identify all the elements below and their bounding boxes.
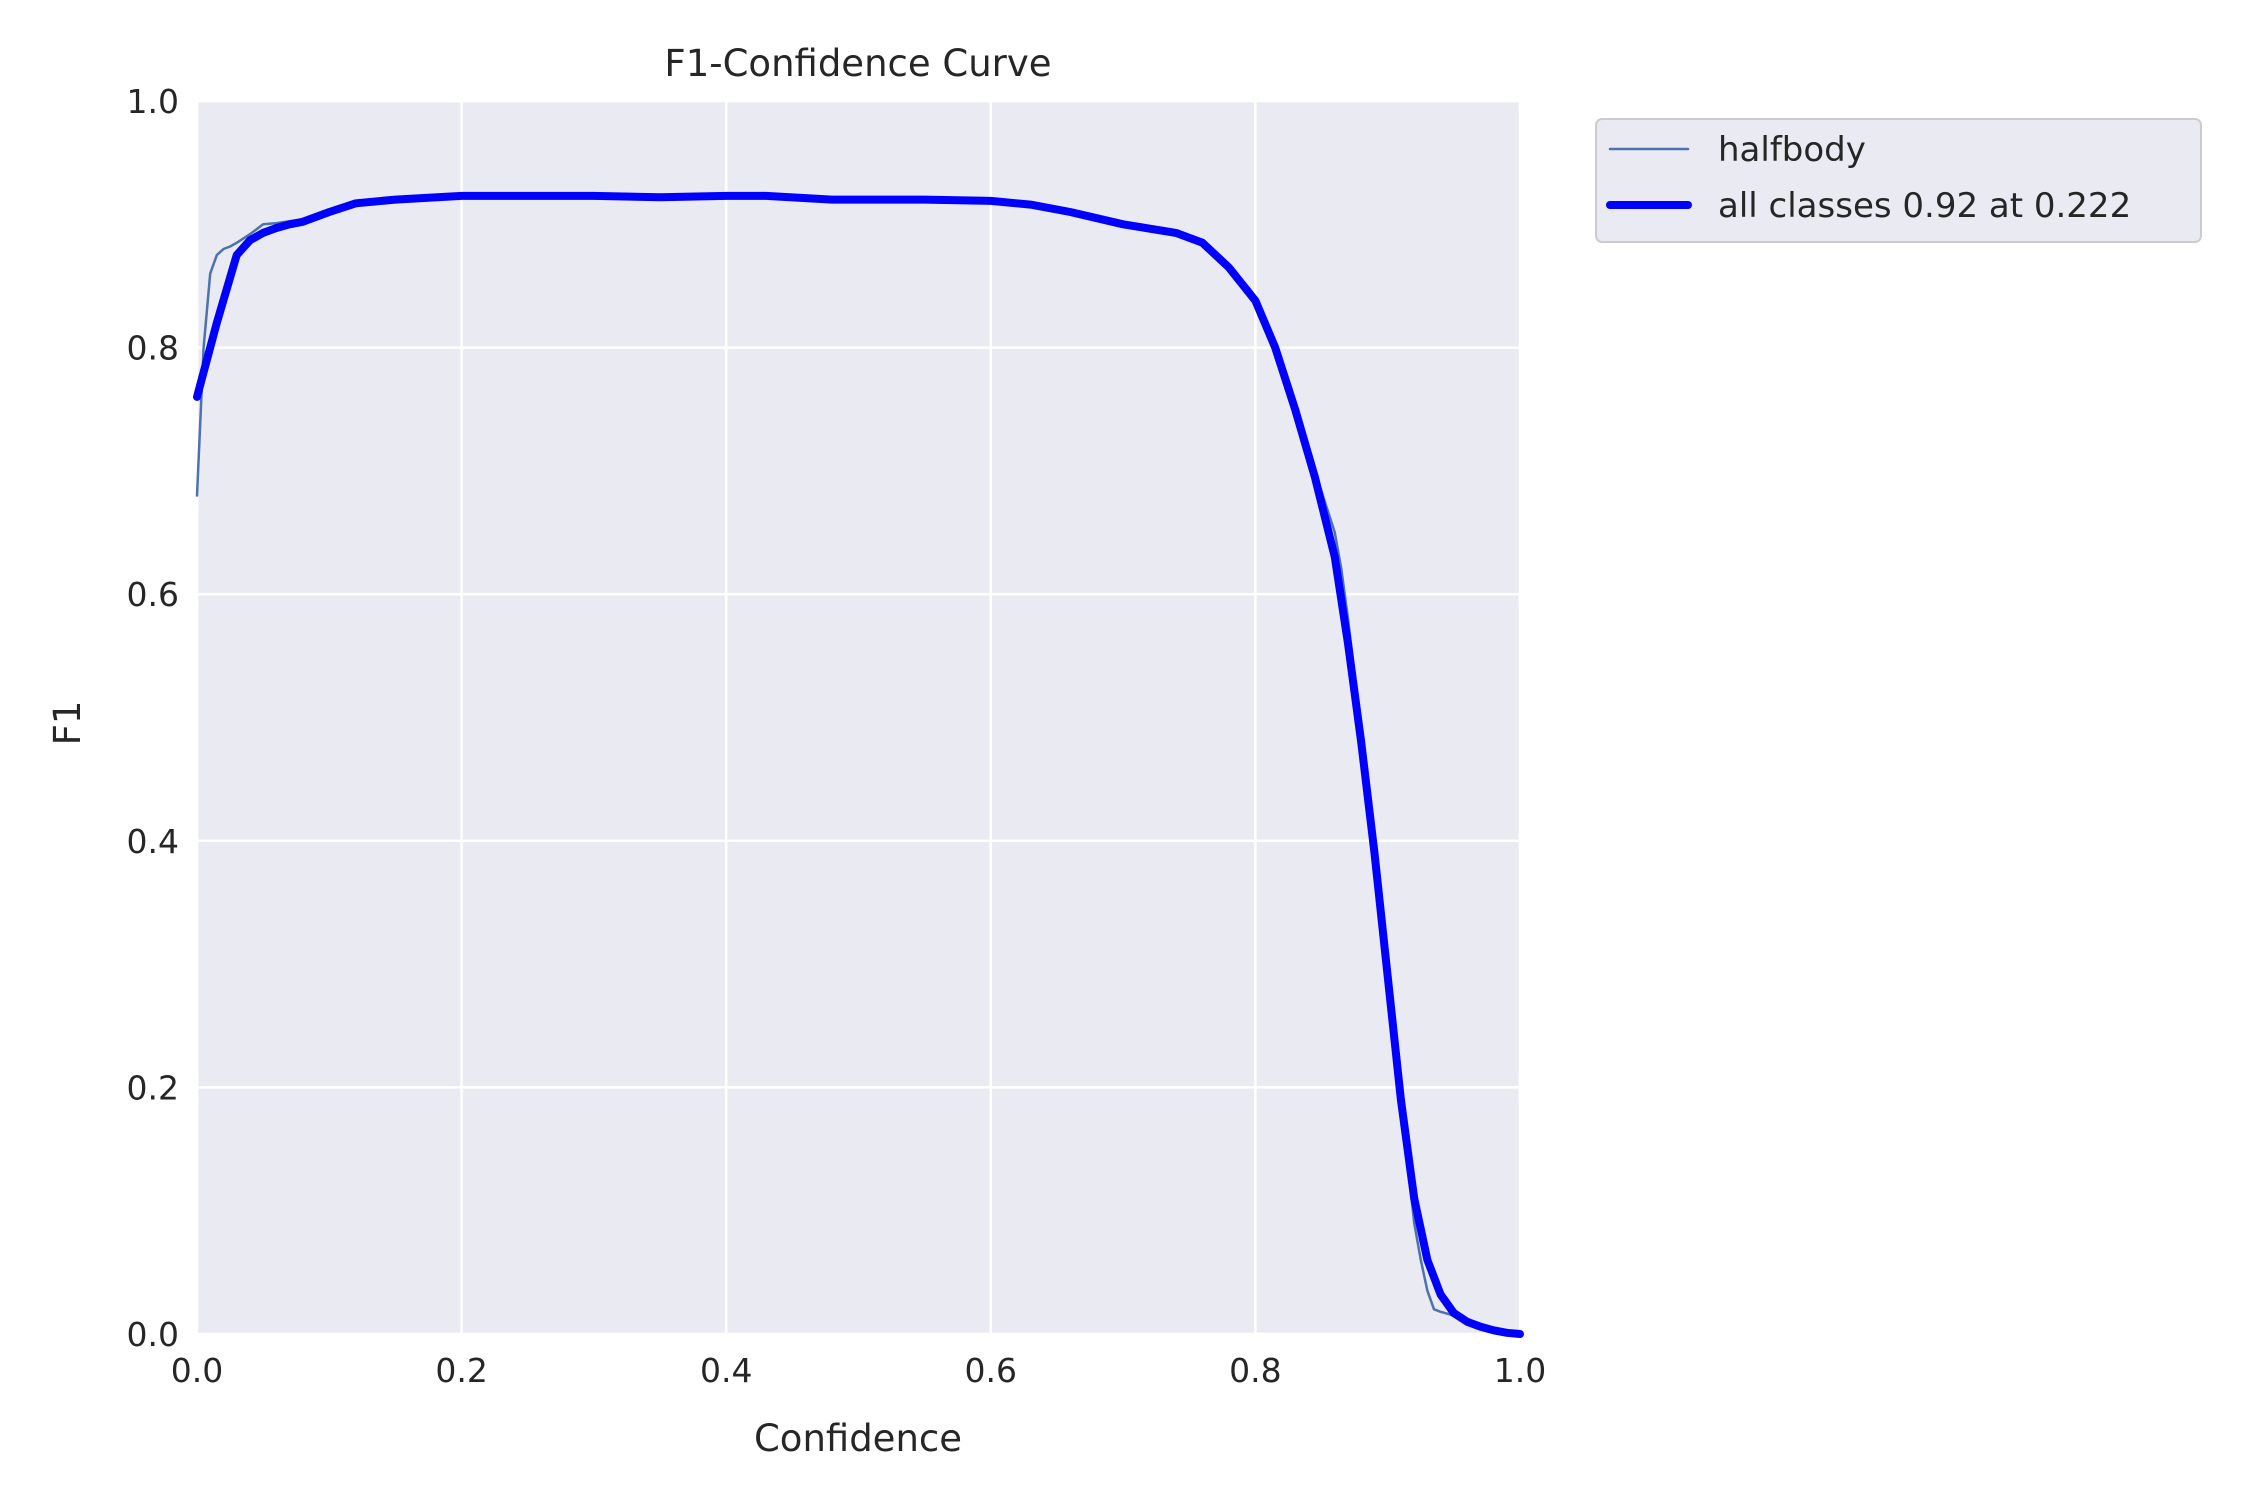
legend-box — [1595, 118, 2202, 243]
series-lines — [193, 191, 1524, 1338]
x-tick-label: 0.8 — [1229, 1351, 1281, 1390]
y-tick-label: 1.0 — [127, 82, 179, 121]
plot-area-background — [197, 101, 1520, 1334]
legend-label-halfbody: halfbody — [1718, 130, 1866, 170]
x-tick-label: 0.4 — [700, 1351, 752, 1390]
x-tick-label: 0.2 — [435, 1351, 487, 1390]
y-axis-title: F1 — [46, 701, 89, 746]
y-tick-label: 0.4 — [127, 822, 179, 861]
y-tick-label: 0.0 — [127, 1315, 179, 1354]
y-tick-label: 0.6 — [127, 575, 179, 614]
grid-lines — [195, 99, 1522, 1336]
tick-labels: 0.0 0.2 0.4 0.6 0.8 1.0 0.0 0.2 0.4 0.6 0.8 1.0 — [127, 82, 1547, 1390]
y-tick-label: 0.8 — [127, 329, 179, 368]
legend: halfbody all classes 0.92 at 0.222 — [1595, 118, 2202, 243]
x-axis-title: Confidence — [754, 1417, 962, 1460]
x-tick-label: 0.6 — [965, 1351, 1017, 1390]
series-line-all-classes — [193, 191, 1524, 1338]
x-tick-label: 1.0 — [1494, 1351, 1546, 1390]
y-tick-label: 0.2 — [127, 1068, 179, 1107]
chart-title: F1-Confidence Curve — [664, 42, 1051, 85]
x-tick-label: 0.0 — [171, 1351, 223, 1390]
legend-label-all-classes: all classes 0.92 at 0.222 — [1718, 186, 2131, 226]
